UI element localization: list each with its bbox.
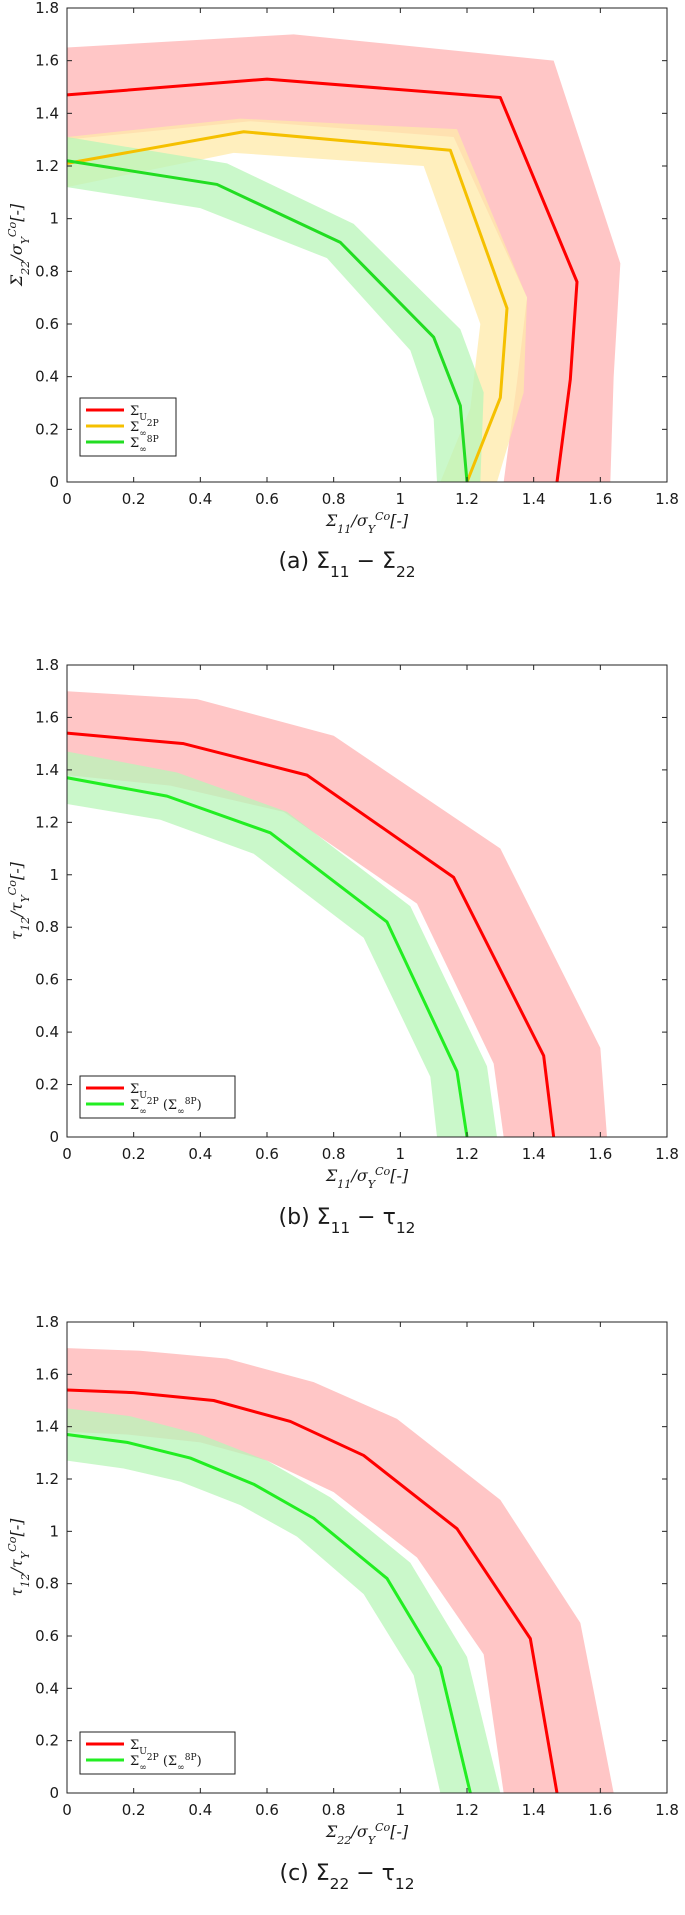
series-line-1	[66, 77, 579, 483]
legend-label-1: ΣU	[130, 404, 147, 423]
y-axis-label: Σ22/σYCo[-]	[6, 203, 32, 287]
y-axis-label: τ12/τYCo[-]	[6, 1518, 32, 1597]
x-tick-label: 1.8	[655, 490, 679, 508]
y-tick-label: 0.6	[35, 1627, 59, 1645]
y-tick-label: 1.8	[35, 0, 59, 17]
y-tick-label: 1.6	[35, 1365, 59, 1383]
y-tick-label: 0.2	[35, 1076, 59, 1094]
y-tick-label: 1.8	[35, 656, 59, 674]
series-line-2	[66, 1433, 472, 1794]
x-tick-label: 1.6	[588, 490, 612, 508]
x-tick-label: 1.4	[522, 1145, 546, 1163]
panel-caption: (a) Σ11 − Σ22	[278, 549, 415, 581]
x-axis-label: Σ11/σYCo[-]	[325, 1165, 409, 1191]
x-tick-label: 1.6	[588, 1145, 612, 1163]
x-tick-label: 0.4	[188, 1801, 212, 1819]
x-tick-label: 0.8	[322, 1801, 346, 1819]
legend-label-1: ΣU	[130, 1082, 147, 1101]
x-axis-label: Σ22/σYCo[-]	[325, 1821, 409, 1847]
chart-panel-1: 0 0.2 0.4 0.6 0.8 1 1.2 1.4 1.6 1.8 0 0.2 0.4 0.6 0.8 1…	[6, 0, 679, 581]
confidence-band-3	[67, 137, 484, 483]
x-tick-label: 1.2	[455, 1145, 479, 1163]
legend-box	[79, 1731, 236, 1775]
y-tick-label: 1	[49, 866, 59, 884]
series-line-1	[66, 1388, 559, 1794]
legend-box	[79, 1075, 236, 1119]
y-tick-label: 1.2	[35, 1470, 59, 1488]
x-tick-label: 0	[62, 490, 72, 508]
x-tick-label: 1.4	[522, 1801, 546, 1819]
y-tick-label: 1	[49, 210, 59, 228]
x-tick-label: 1	[396, 490, 406, 508]
axes-frame	[66, 664, 668, 1138]
x-tick-label: 1.2	[455, 490, 479, 508]
y-tick-label: 0.4	[35, 1679, 59, 1697]
x-tick-label: 0.2	[122, 1801, 146, 1819]
x-tick-label: 1.2	[455, 1801, 479, 1819]
x-tick-label: 0.6	[255, 1145, 279, 1163]
y-tick-label: 1.4	[35, 1418, 59, 1436]
y-tick-label: 0.4	[35, 368, 59, 386]
x-tick-label: 1.8	[655, 1145, 679, 1163]
x-tick-label: 0.8	[322, 490, 346, 508]
y-tick-label: 1.4	[35, 761, 59, 779]
x-tick-label: 0.4	[188, 490, 212, 508]
y-tick-label: 0	[49, 473, 59, 491]
chart-panel-3: 0 0.2 0.4 0.6 0.8 1 1.2 1.4 1.6 1.8 0 0.2 0.4 0.6 0.8 1…	[6, 1313, 679, 1893]
y-tick-label: 0.4	[35, 1023, 59, 1041]
series-line-1	[66, 731, 556, 1138]
y-tick-label: 0.6	[35, 971, 59, 989]
axes-frame	[66, 7, 668, 483]
series-line-3	[66, 159, 469, 483]
legend-label-1: ΣU	[130, 1738, 147, 1757]
confidence-band-1	[67, 691, 607, 1137]
y-tick-label: 1.6	[35, 52, 59, 70]
y-axis-label: τ12/τYCo[-]	[6, 861, 32, 940]
confidence-band-1	[67, 34, 621, 482]
x-tick-label: 1	[396, 1145, 406, 1163]
y-tick-label: 0.8	[35, 262, 59, 280]
x-tick-label: 1.6	[588, 1801, 612, 1819]
y-tick-label: 1.4	[35, 104, 59, 122]
legend-label-2: Σ∞2P (Σ∞8P)	[130, 1753, 202, 1773]
y-tick-label: 0.2	[35, 420, 59, 438]
y-tick-label: 0.8	[35, 1575, 59, 1593]
y-tick-label: 0.6	[35, 315, 59, 333]
panel-caption: (c) Σ22 − τ12	[279, 1861, 414, 1893]
y-tick-label: 1.8	[35, 1313, 59, 1331]
y-tick-label: 1	[49, 1522, 59, 1540]
y-tick-label: 1.6	[35, 708, 59, 726]
legend-label-3: Σ∞8P	[130, 435, 159, 455]
x-tick-label: 1	[396, 1801, 406, 1819]
x-tick-label: 0.2	[122, 490, 146, 508]
legend-label-2: Σ∞2P	[130, 419, 159, 439]
axes-frame	[66, 1321, 668, 1794]
x-tick-label: 1.4	[522, 490, 546, 508]
y-tick-label: 0	[49, 1784, 59, 1802]
chart-panel-2: 0 0.2 0.4 0.6 0.8 1 1.2 1.4 1.6 1.8 0 0.2 0.4 0.6 0.8 1…	[6, 656, 679, 1237]
y-tick-label: 1.2	[35, 813, 59, 831]
y-tick-label: 1.2	[35, 157, 59, 175]
series-line-2	[66, 776, 469, 1138]
x-tick-label: 0.8	[322, 1145, 346, 1163]
x-axis-label: Σ11/σYCo[-]	[325, 510, 409, 536]
x-tick-label: 0	[62, 1145, 72, 1163]
x-tick-label: 0.4	[188, 1145, 212, 1163]
x-tick-label: 0.6	[255, 1801, 279, 1819]
legend-label-2: Σ∞2P (Σ∞8P)	[130, 1097, 202, 1117]
x-tick-label: 1.8	[655, 1801, 679, 1819]
y-tick-label: 0.8	[35, 918, 59, 936]
y-tick-label: 0	[49, 1128, 59, 1146]
x-tick-label: 0.6	[255, 490, 279, 508]
x-tick-label: 0.2	[122, 1145, 146, 1163]
confidence-band-2	[67, 1408, 501, 1793]
series-line-2	[66, 130, 509, 483]
y-tick-label: 0.2	[35, 1732, 59, 1750]
x-tick-label: 0	[62, 1801, 72, 1819]
panel-caption: (b) Σ11 − τ12	[279, 1205, 416, 1237]
confidence-band-2	[67, 751, 497, 1137]
